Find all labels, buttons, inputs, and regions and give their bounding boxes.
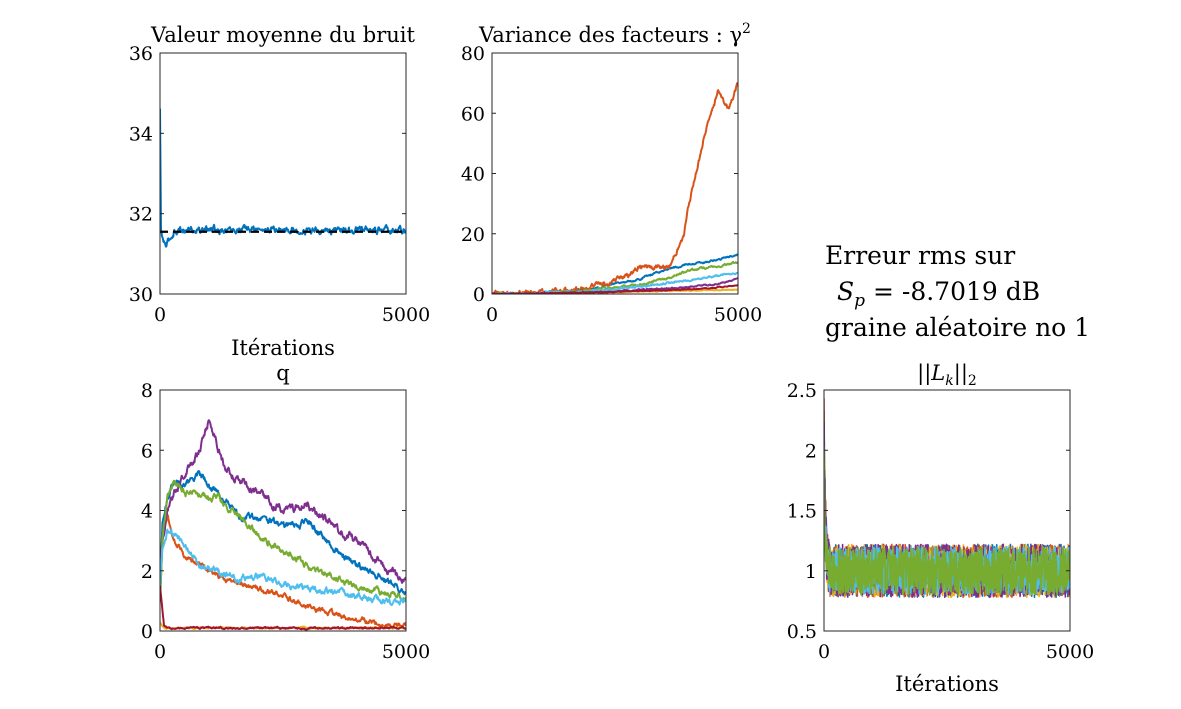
y-tick-label: 1.5 (787, 501, 817, 523)
y-tick-label: 20 (461, 224, 485, 246)
series-line (160, 513, 406, 630)
x-tick-label: 0 (154, 304, 166, 326)
y-tick-label: 34 (129, 123, 153, 145)
axes-box (159, 52, 407, 295)
panel-bruit-title: Valeur moyenne du bruit (150, 23, 416, 47)
panel-bruit-xlabel: Itérations (231, 336, 335, 360)
panel-variance-title: Variance des facteurs : γ2 (478, 21, 751, 47)
series-line (160, 585, 406, 631)
x-tick-label: 5000 (1046, 641, 1094, 663)
series-line (824, 446, 1070, 596)
x-tick-label: 5000 (382, 641, 430, 663)
y-tick-label: 0 (473, 284, 485, 306)
y-tick-label: 30 (129, 284, 153, 306)
panel-bruit-plot: 30 32 34 36 0 5000 (129, 43, 430, 326)
series-line (160, 528, 406, 607)
panel-q-plot: 0 2 4 6 8 0 5000 (141, 380, 430, 663)
panel-bruit: Valeur moyenne du bruit 30 32 34 36 0 5000 It… (129, 23, 430, 360)
y-tick-label: 2 (141, 561, 153, 583)
y-tick-label: 6 (141, 440, 153, 462)
series-line (160, 419, 406, 584)
x-tick-label: 5000 (714, 304, 762, 326)
y-tick-label: 4 (141, 501, 153, 523)
annotation: Erreur rms sur Sp = -8.7019 dB graine al… (825, 241, 1090, 342)
y-tick-label: 1 (805, 561, 817, 583)
x-tick-label: 0 (818, 641, 830, 663)
series-group (160, 419, 406, 631)
panel-q-title: q (276, 361, 289, 385)
panel-q: q 0 2 4 6 8 0 5000 (141, 361, 430, 663)
panel-variance-plot: 0 20 40 60 80 0 5000 (461, 43, 762, 326)
series-line (160, 108, 406, 248)
x-tick-label: 0 (486, 304, 498, 326)
axes-box (491, 52, 739, 295)
y-tick-label: 60 (461, 103, 485, 125)
x-tick-label: 5000 (382, 304, 430, 326)
series-group (824, 398, 1070, 599)
y-tick-label: 2.5 (787, 380, 817, 402)
series-line (492, 283, 738, 294)
panel-lk-xlabel: Itérations (895, 672, 999, 696)
annotation-line-2: Sp = -8.7019 dB (837, 277, 1040, 311)
series-line (160, 470, 406, 596)
y-tick-label: 0.5 (787, 621, 817, 643)
x-tick-label: 0 (154, 641, 166, 663)
y-tick-label: 40 (461, 164, 485, 186)
panel-lk-title: ||Lk||2 (917, 361, 977, 389)
panel-lk: ||Lk||2 0.5 1 1.5 2 2.5 0 5000 Itérations (787, 361, 1094, 696)
series-line (160, 479, 406, 602)
annotation-line-3: graine aléatoire no 1 (825, 313, 1090, 342)
y-tick-label: 8 (141, 380, 153, 402)
series-group (160, 108, 406, 248)
y-tick-label: 0 (141, 621, 153, 643)
y-tick-label: 32 (129, 204, 153, 226)
panel-lk-plot: 0.5 1 1.5 2 2.5 0 5000 (787, 380, 1094, 663)
annotation-line-1: Erreur rms sur (825, 241, 1015, 270)
series-group (492, 82, 738, 294)
y-tick-label: 36 (129, 43, 153, 65)
panel-variance: Variance des facteurs : γ2 0 20 40 60 80 0 500… (461, 21, 762, 326)
y-tick-label: 80 (461, 43, 485, 65)
y-tick-label: 2 (805, 440, 817, 462)
